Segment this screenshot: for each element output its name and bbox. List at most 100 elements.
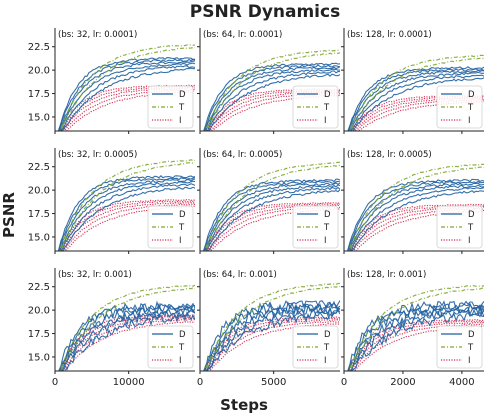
series-I-run-4	[60, 200, 195, 251]
series-D-run-1	[352, 77, 484, 131]
series-D-run-1	[351, 190, 484, 251]
series-D-run-5	[58, 177, 195, 251]
series-D-run-2	[206, 305, 340, 371]
legend-label-D: D	[468, 210, 475, 220]
x-tick-label: 10000	[113, 377, 145, 388]
plot-area	[57, 159, 195, 251]
series-T-run-2	[348, 285, 484, 371]
legend: DTI	[292, 85, 339, 129]
series-T-run-2	[348, 163, 484, 251]
series-D-run-2	[206, 70, 340, 131]
panel-3-3: 0 2000 4000 (bs: 128, lr: 0.001) DTI	[341, 268, 484, 388]
legend: DTI	[147, 205, 194, 249]
y-tick-label: 20.0	[28, 66, 50, 77]
legend: DTI	[436, 325, 483, 369]
series-I-run-5	[350, 94, 484, 131]
legend: DTI	[292, 325, 339, 369]
series-D-run-1	[61, 67, 195, 131]
series-I-run-1	[63, 320, 195, 371]
series-D-run-6	[57, 57, 195, 131]
y-tick-label: 17.5	[28, 89, 50, 100]
series-D-run-4	[204, 182, 340, 251]
series-I-run-2	[208, 206, 340, 251]
series-D-run-6	[57, 175, 195, 251]
series-I-run-1	[353, 325, 484, 371]
x-tick-label: 0	[52, 377, 58, 388]
series-I-run-5	[348, 318, 484, 371]
panel-1-3: (bs: 128, lr: 0.0001) DTI	[341, 28, 484, 134]
series-T-run-2	[58, 159, 195, 251]
series-D-run-6	[58, 300, 195, 371]
y-tick-label: 20.0	[28, 306, 50, 317]
y-tick-label: 17.5	[28, 329, 50, 340]
legend-label-I: I	[324, 236, 327, 246]
legend-label-I: I	[179, 356, 182, 366]
chart-title: PSNR Dynamics	[190, 2, 340, 22]
series-D-run-3	[59, 180, 195, 251]
plot-area	[347, 54, 484, 131]
panel-grid: 15.017.520.022.5(bs: 32, lr: 0.0001)DTI(…	[28, 28, 484, 388]
legend-label-D: D	[324, 210, 331, 220]
legend-label-D: D	[468, 330, 475, 340]
x-tick-label: 0	[341, 377, 347, 388]
series-I-run-2	[62, 203, 195, 251]
series-I-run-3	[350, 321, 484, 371]
legend-label-I: I	[468, 236, 471, 246]
panel-label: (bs: 32, lr: 0.0001)	[58, 30, 137, 40]
series-D-run-2	[349, 187, 484, 251]
panel-label: (bs: 128, lr: 0.0001)	[347, 30, 432, 40]
x-tick-label: 0	[197, 377, 203, 388]
legend: DTI	[147, 85, 194, 129]
panel-label: (bs: 64, lr: 0.0001)	[203, 30, 282, 40]
series-I-run-5	[59, 198, 195, 251]
series-D-run-1	[351, 310, 484, 371]
panel-3-2: 0 5000 (bs: 64, lr: 0.001) DTI	[197, 268, 340, 388]
series-T-run-2	[204, 49, 340, 131]
series-T-run-1	[60, 287, 195, 371]
legend-label-D: D	[179, 90, 186, 100]
legend-label-I: I	[324, 356, 327, 366]
series-T-run-1	[205, 285, 340, 371]
legend-label-D: D	[179, 330, 186, 340]
series-T-run-2	[59, 43, 195, 131]
plot-area	[203, 282, 340, 371]
series-D-run-1	[62, 311, 195, 371]
panel-label: (bs: 64, lr: 0.001)	[203, 270, 277, 280]
legend-label-D: D	[468, 90, 475, 100]
legend-label-I: I	[179, 116, 182, 126]
series-D-run-5	[347, 68, 484, 131]
y-tick-label: 15.0	[28, 352, 50, 363]
panel-label: (bs: 64, lr: 0.0005)	[203, 150, 282, 160]
series-D-run-1	[207, 73, 340, 131]
panel-2-3: (bs: 128, lr: 0.0005) DTI	[341, 148, 484, 254]
legend-label-T: T	[178, 343, 185, 353]
plot-area	[346, 163, 484, 251]
legend: DTI	[436, 205, 483, 249]
series-I-run-1	[65, 90, 195, 131]
plot-area	[58, 284, 195, 371]
series-I-run-1	[209, 208, 340, 251]
series-D-run-2	[60, 65, 195, 131]
panel-1-1: 15.0 17.5 20.0 22.5 (bs: 32, lr: 0.0001) DTI	[28, 28, 195, 134]
series-I-run-3	[61, 201, 195, 251]
series-D-run-6	[347, 66, 484, 131]
y-tick-label: 22.5	[28, 162, 50, 173]
y-tick-label: 17.5	[28, 209, 50, 220]
panel-label: (bs: 128, lr: 0.0005)	[347, 150, 432, 160]
legend: DTI	[147, 325, 194, 369]
series-D-run-1	[207, 189, 340, 251]
legend-label-I: I	[468, 356, 471, 366]
x-axis-label: Steps	[220, 396, 268, 414]
series-T-run-1	[60, 47, 195, 131]
series-D-run-6	[202, 178, 340, 251]
series-D-run-2	[60, 183, 195, 251]
panel-1-2: (bs: 64, lr: 0.0001) DTI	[197, 28, 340, 134]
series-D-run-5	[58, 58, 195, 131]
series-D-run-1	[206, 309, 340, 371]
series-T-run-1	[204, 164, 340, 251]
series-T-run-2	[204, 282, 340, 371]
series-D-run-6	[203, 300, 340, 371]
series-D-run-4	[204, 66, 340, 131]
series-D-run-5	[203, 180, 340, 251]
